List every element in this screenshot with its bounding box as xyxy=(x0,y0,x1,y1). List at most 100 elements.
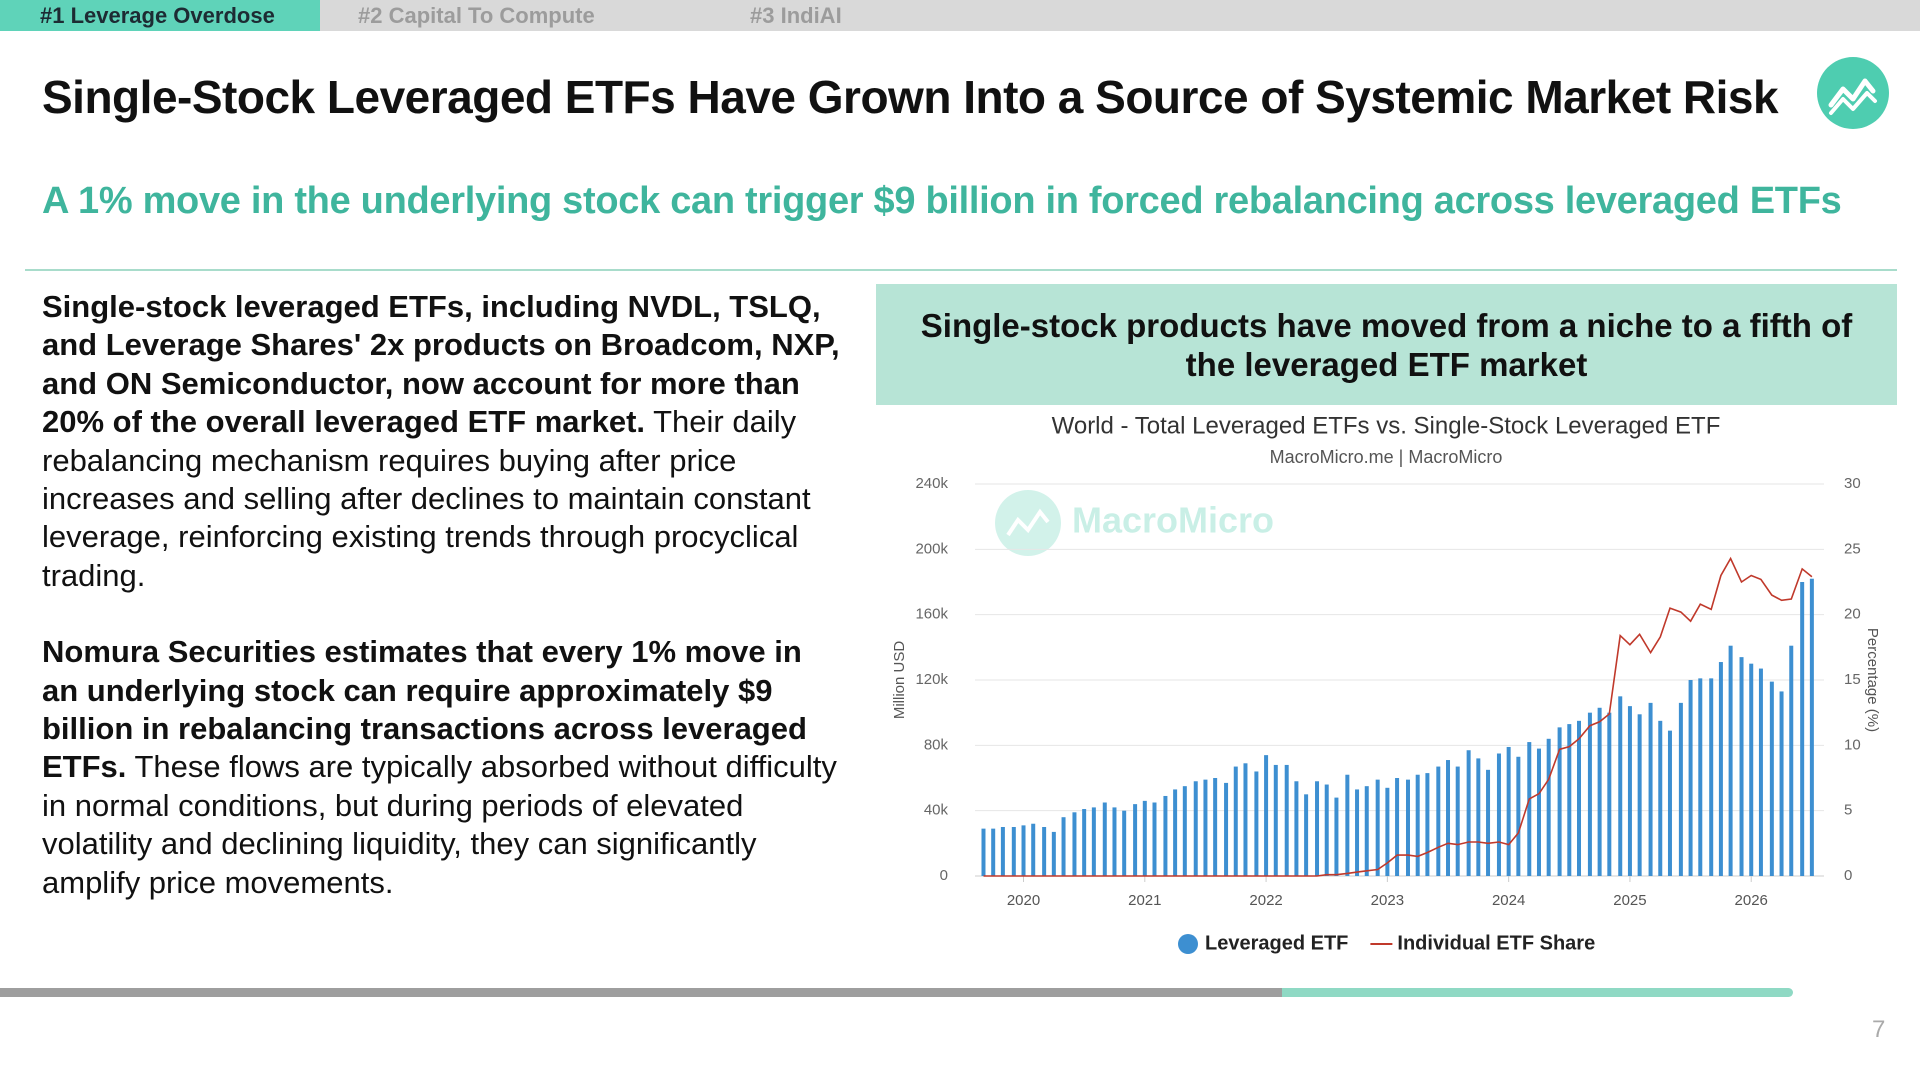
bar xyxy=(1789,645,1794,876)
bar xyxy=(1122,810,1127,876)
bar xyxy=(991,828,996,876)
bar xyxy=(1203,779,1208,876)
bar xyxy=(1769,681,1774,876)
legend-label: Leveraged ETF xyxy=(1205,932,1348,954)
bar xyxy=(1446,760,1451,876)
bar xyxy=(1051,831,1056,876)
bar xyxy=(1486,769,1491,876)
bar xyxy=(1728,645,1733,876)
bar xyxy=(1455,766,1460,876)
tab[interactable]: #1 Leverage Overdose xyxy=(0,0,320,31)
bar xyxy=(1294,781,1299,876)
bar xyxy=(1415,774,1420,876)
bar xyxy=(1536,748,1541,876)
bar xyxy=(1779,691,1784,876)
bar xyxy=(1315,781,1320,876)
y2-tick-label: 20 xyxy=(1844,606,1861,623)
panel-heading: Single-stock products have moved from a … xyxy=(876,284,1897,405)
bar xyxy=(1607,712,1612,876)
bar xyxy=(1425,773,1430,876)
bar xyxy=(1345,774,1350,876)
tab-bar: #1 Leverage Overdose #2 Capital To Compu… xyxy=(0,0,1920,31)
x-tick-label: 2025 xyxy=(1613,892,1646,909)
bar xyxy=(1597,707,1602,876)
bar xyxy=(1355,789,1360,876)
bar xyxy=(1082,809,1087,876)
bar xyxy=(1031,823,1036,876)
bar xyxy=(1436,766,1441,876)
bar xyxy=(1527,742,1532,876)
y-tick-label: 240k xyxy=(915,475,948,492)
bar xyxy=(1324,784,1329,876)
bar xyxy=(1133,804,1138,876)
bar xyxy=(1304,794,1309,876)
x-tick-label: 2021 xyxy=(1128,892,1161,909)
tab[interactable]: #3 IndiAI xyxy=(750,3,842,28)
paragraph: Nomura Securities estimates that every 1… xyxy=(42,633,842,902)
bar xyxy=(1254,771,1259,876)
y2-tick-label: 30 xyxy=(1844,475,1861,492)
bar xyxy=(1648,702,1653,876)
bar xyxy=(1334,797,1339,876)
chart-title: World - Total Leveraged ETFs vs. Single-… xyxy=(1052,412,1721,439)
bar xyxy=(1375,779,1380,876)
watermark-icon xyxy=(995,490,1061,556)
bar xyxy=(1557,727,1562,876)
y2-tick-label: 15 xyxy=(1844,671,1861,688)
bar xyxy=(1577,720,1582,876)
body-text: Single-stock leveraged ETFs, including N… xyxy=(42,288,842,940)
bar xyxy=(1567,724,1572,876)
bar xyxy=(1749,663,1754,876)
legend-label: Individual ETF Share xyxy=(1397,932,1595,954)
bar xyxy=(1627,706,1632,876)
bar xyxy=(1809,578,1814,876)
chart-subtitle: MacroMicro.me | MacroMicro xyxy=(1270,447,1503,467)
bar xyxy=(1152,802,1157,876)
bar xyxy=(1061,817,1066,876)
bar xyxy=(1496,753,1501,876)
bar xyxy=(1800,582,1805,876)
bar xyxy=(1718,662,1723,876)
bar xyxy=(1688,680,1693,876)
bar xyxy=(1546,738,1551,876)
bar xyxy=(1102,802,1107,876)
bar xyxy=(1395,778,1400,876)
y-tick-label: 0 xyxy=(940,867,948,884)
y-tick-label: 80k xyxy=(924,736,949,753)
line xyxy=(983,556,1813,877)
x-tick-label: 2024 xyxy=(1492,892,1525,909)
bar xyxy=(1193,781,1198,876)
y-axis-label: Million USD xyxy=(891,641,908,720)
bar xyxy=(1021,825,1026,876)
slide-title: Single-Stock Leveraged ETFs Have Grown I… xyxy=(42,71,1779,123)
bar xyxy=(1273,764,1278,876)
bar xyxy=(1163,795,1168,876)
bar xyxy=(1173,789,1178,876)
bar xyxy=(1091,807,1096,876)
slide-subtitle: A 1% move in the underlying stock can tr… xyxy=(42,180,1842,222)
bar xyxy=(1405,779,1410,876)
bold-text: Nomura Securities estimates that every 1… xyxy=(42,634,807,785)
chart: MacroMicro World - Total Leveraged ETFs … xyxy=(891,412,1881,954)
bar xyxy=(1385,787,1390,876)
bar xyxy=(1658,720,1663,876)
bar xyxy=(1042,827,1047,876)
bar xyxy=(1667,730,1672,876)
bar xyxy=(1142,800,1147,876)
bar xyxy=(1213,778,1218,876)
bar xyxy=(1072,812,1077,876)
bar xyxy=(1000,827,1005,876)
bar xyxy=(1678,702,1683,876)
bar xyxy=(1466,750,1471,876)
bar xyxy=(1698,678,1703,876)
bar xyxy=(1243,763,1248,876)
y2-tick-label: 10 xyxy=(1844,736,1861,753)
bar xyxy=(1224,782,1229,876)
progress-fill xyxy=(1282,988,1793,997)
y-tick-label: 200k xyxy=(915,540,948,557)
x-tick-label: 2020 xyxy=(1007,892,1040,909)
tab[interactable]: #2 Capital To Compute xyxy=(358,3,595,28)
bar xyxy=(1637,714,1642,876)
page-number: 7 xyxy=(1872,1016,1886,1043)
